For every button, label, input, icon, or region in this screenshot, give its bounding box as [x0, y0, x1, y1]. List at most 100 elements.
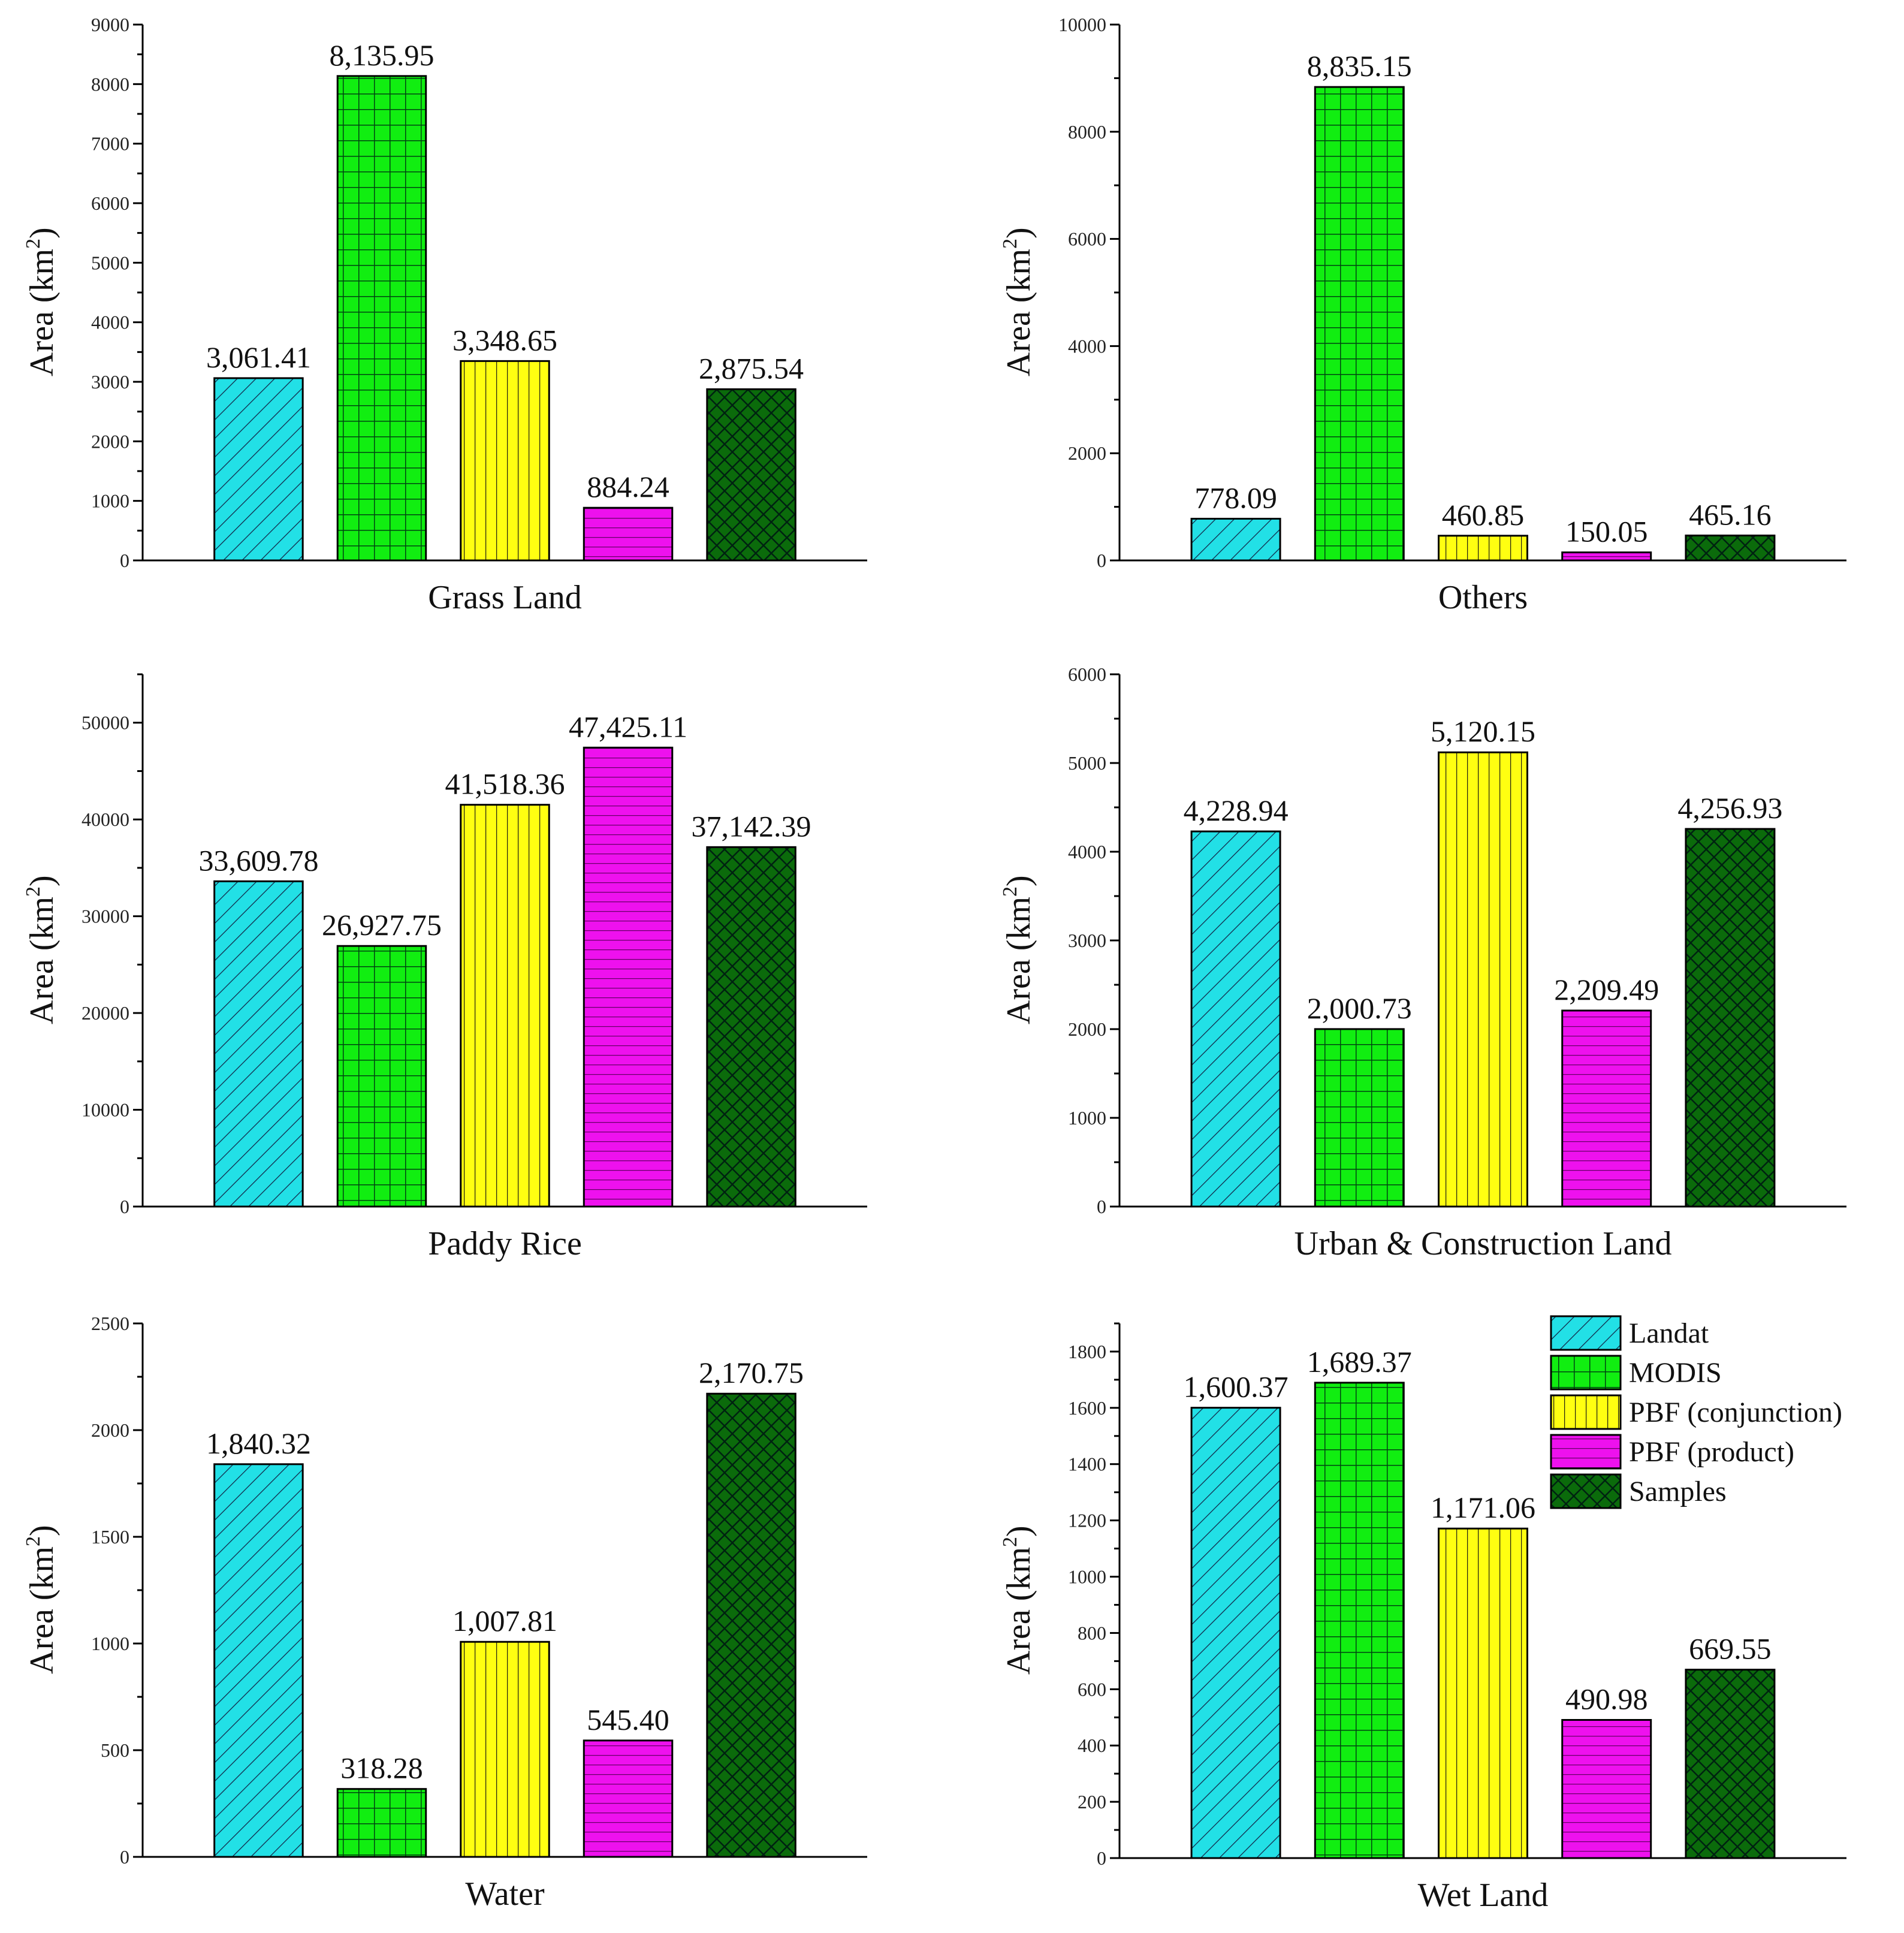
- data-label: 3,348.65: [452, 323, 557, 357]
- chart-panel-2: 0 10000 20000 30000 40000 50000 Area (km2) 33,6…: [22, 673, 867, 1262]
- bar-pbf-conjunction-: [1438, 535, 1528, 562]
- bar-modis: [1314, 86, 1405, 562]
- bar-samples: [1685, 1669, 1776, 1859]
- y-tick-label: 6000: [1068, 664, 1106, 685]
- y-tick-label: 10000: [1058, 14, 1106, 35]
- y-tick-label: 4000: [1068, 841, 1106, 863]
- chart-panel-1: 0 2000 4000 6000 8000 10000 Area (km2) 778.09 8,…: [999, 14, 1846, 616]
- legend-item: PBF (product): [1550, 1434, 1794, 1470]
- data-label: 1,689.37: [1307, 1345, 1412, 1379]
- y-tick-label: 2000: [91, 1419, 129, 1441]
- data-label: 465.16: [1689, 497, 1772, 531]
- y-axis-title: Area (km2): [999, 875, 1037, 1024]
- bar-landat: [1190, 830, 1281, 1208]
- y-axis-title: Area (km2): [999, 227, 1037, 376]
- y-tick-label: 800: [1078, 1622, 1106, 1643]
- bar-landat: [1190, 517, 1281, 562]
- bar-modis: [1314, 1382, 1405, 1859]
- y-tick-label: 1000: [1068, 1107, 1106, 1129]
- y-tick-label: 1500: [91, 1526, 129, 1548]
- legend-swatch: [1550, 1434, 1622, 1470]
- x-axis-title: Others: [1438, 579, 1528, 616]
- y-tick-label: 10000: [82, 1099, 129, 1121]
- y-tick-label: 0: [1097, 1196, 1106, 1217]
- bar-pbf-product-: [583, 1739, 674, 1858]
- data-label: 669.55: [1689, 1632, 1772, 1666]
- y-tick-label: 500: [101, 1739, 129, 1761]
- chart-panel-4: 0 500 1000 1500 2000 2500 Area (km2) 1,840.32 31…: [22, 1313, 867, 1913]
- data-label: 8,135.95: [329, 38, 434, 72]
- data-label: 318.28: [340, 1751, 423, 1785]
- data-label: 4,228.94: [1184, 794, 1289, 827]
- data-label: 1,171.06: [1431, 1491, 1535, 1524]
- y-tick-label: 1000: [91, 1633, 129, 1654]
- y-tick-label: 2500: [91, 1313, 129, 1334]
- legend-item: MODIS: [1550, 1355, 1722, 1391]
- y-tick-label: 0: [120, 1846, 129, 1868]
- bar-samples: [1685, 828, 1776, 1208]
- bar-landat: [213, 1463, 304, 1858]
- bar-modis: [336, 945, 427, 1208]
- y-tick-label: 0: [1097, 550, 1106, 571]
- y-tick-label: 7000: [91, 133, 129, 155]
- bar-pbf-conjunction-: [1438, 751, 1528, 1208]
- data-label: 8,835.15: [1307, 49, 1412, 83]
- legend-label: MODIS: [1629, 1357, 1722, 1389]
- bar-pbf-product-: [583, 746, 674, 1208]
- y-tick-label: 4000: [1068, 335, 1106, 357]
- bar-modis: [1314, 1028, 1405, 1208]
- legend-item: PBF (conjunction): [1550, 1394, 1842, 1430]
- legend-swatch: [1550, 1473, 1622, 1509]
- y-tick-label: 2000: [1068, 1018, 1106, 1040]
- y-tick-label: 30000: [82, 906, 129, 927]
- bar-pbf-product-: [1561, 1009, 1652, 1208]
- legend-item: Landat: [1550, 1315, 1709, 1351]
- legend-swatch: [1550, 1355, 1622, 1391]
- legend-label: Samples: [1629, 1476, 1727, 1507]
- y-tick-label: 1400: [1068, 1453, 1106, 1475]
- y-tick-label: 8000: [1068, 121, 1106, 143]
- legend-label: PBF (conjunction): [1629, 1397, 1842, 1428]
- x-axis-title: Grass Land: [428, 579, 582, 616]
- y-tick-label: 4000: [91, 312, 129, 333]
- bar-pbf-conjunction-: [460, 1641, 550, 1858]
- data-label: 41,518.36: [445, 767, 565, 801]
- y-tick-label: 20000: [82, 1002, 129, 1024]
- legend-swatch: [1550, 1394, 1622, 1430]
- legend: Landat MODIS PBF (conjunction) PBF (product…: [1550, 1315, 1842, 1509]
- x-axis-title: Water: [465, 1875, 545, 1913]
- y-tick-label: 1800: [1068, 1341, 1106, 1362]
- y-axis-title: Area (km2): [22, 227, 61, 376]
- data-label: 47,425.11: [569, 710, 687, 743]
- data-label: 778.09: [1194, 481, 1277, 514]
- bar-samples: [706, 388, 796, 562]
- y-tick-label: 1600: [1068, 1397, 1106, 1419]
- bar-samples: [1685, 534, 1776, 562]
- data-label: 2,875.54: [699, 351, 804, 385]
- legend-item: Samples: [1550, 1473, 1727, 1509]
- bar-pbf-product-: [583, 506, 674, 562]
- y-tick-label: 8000: [91, 73, 129, 95]
- bar-modis: [336, 75, 427, 562]
- data-label: 460.85: [1442, 498, 1525, 532]
- chart-panel-3: 0 1000 2000 3000 4000 5000 6000 Area (km2) 4,228…: [999, 664, 1846, 1262]
- x-axis-title: Urban & Construction Land: [1295, 1225, 1672, 1262]
- legend-swatch: [1550, 1315, 1622, 1351]
- data-label: 2,000.73: [1307, 991, 1412, 1025]
- y-tick-label: 1000: [91, 490, 129, 512]
- data-label: 37,142.39: [692, 809, 811, 843]
- bar-pbf-product-: [1561, 1718, 1652, 1859]
- data-label: 884.24: [587, 470, 669, 503]
- y-axis-title: Area (km2): [999, 1525, 1037, 1675]
- chart-panel-0: 0 1000 2000 3000 4000 5000 6000 7000 8000 9000 Are…: [22, 14, 867, 616]
- data-label: 1,840.32: [206, 1427, 311, 1460]
- bar-samples: [706, 846, 796, 1208]
- legend-label: Landat: [1629, 1317, 1709, 1349]
- data-label: 26,927.75: [322, 908, 442, 942]
- data-label: 150.05: [1565, 515, 1648, 548]
- bar-landat: [213, 880, 304, 1208]
- x-axis-title: Wet Land: [1418, 1877, 1549, 1914]
- y-axis-title: Area (km2): [22, 875, 61, 1024]
- chart-panel-5: 0 200 400 600 800 1000 1200 1400 1600 1800 Area (k…: [999, 1322, 1846, 1914]
